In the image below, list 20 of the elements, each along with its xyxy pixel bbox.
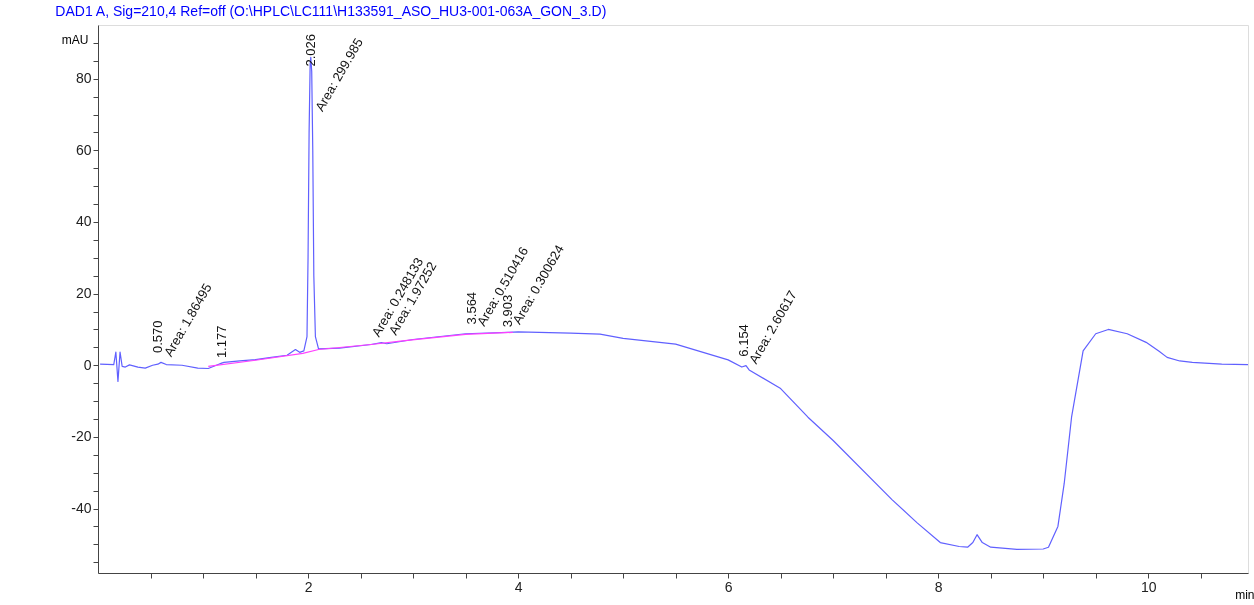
x-tick-label: 2 (304, 578, 313, 595)
y-tick-label: 80 (75, 70, 92, 87)
annotation: 2.026 (302, 34, 318, 67)
y-tick-label: 20 (75, 285, 92, 302)
y-tick-label: 40 (75, 213, 92, 230)
annotation: 3.903 (499, 294, 515, 328)
x-tick-label: 4 (514, 578, 523, 595)
y-tick-label: -40 (71, 500, 92, 517)
x-tick-label: 6 (724, 578, 733, 595)
annotation: 0.570 (149, 320, 165, 354)
annotation: 6.154 (736, 324, 752, 357)
y-tick-label: 0 (83, 356, 92, 373)
y-tick-label: -20 (71, 428, 92, 445)
y-axis-title: mAU (61, 32, 89, 47)
chart-title: DAD1 A, Sig=210,4 Ref=off (O:\HPLC\LC111\H133591_ASO_HU3-001-063A_GON_3.D) (55, 3, 607, 19)
x-tick-label: 8 (934, 578, 943, 595)
annotation: 1.177 (213, 325, 229, 359)
y-tick-label: 60 (75, 141, 92, 158)
x-tick-label: 10 (1140, 578, 1157, 595)
x-axis-title: min (1235, 587, 1254, 602)
